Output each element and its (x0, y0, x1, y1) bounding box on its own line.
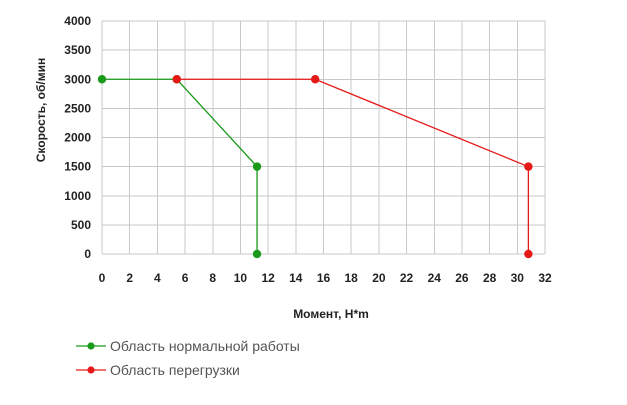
data-point (524, 162, 533, 171)
legend: Область нормальной работы Область перегру… (76, 338, 300, 378)
x-tick-label: 26 (455, 271, 469, 285)
y-tick-label: 0 (84, 247, 91, 261)
y-tick-label: 1500 (64, 160, 91, 174)
y-tick-label: 3500 (64, 43, 91, 57)
data-point (310, 75, 320, 84)
x-tick-label: 28 (483, 271, 497, 285)
x-axis-ticks: 0 2 4 6 8 10 12 14 16 18 20 22 24 26 28 30 32 (99, 271, 552, 285)
x-tick-label: 12 (261, 271, 275, 285)
data-point (172, 75, 181, 84)
series-lines (97, 75, 533, 259)
x-tick-label: 16 (317, 271, 331, 285)
grid (101, 20, 546, 255)
legend-label: Область нормальной работы (110, 338, 300, 354)
y-tick-label: 500 (71, 218, 91, 232)
y-axis-ticks: 0 500 1000 1500 2000 2500 3000 3500 4000 (64, 14, 91, 261)
x-tick-label: 20 (372, 271, 386, 285)
x-tick-label: 32 (538, 271, 552, 285)
x-tick-label: 24 (428, 271, 442, 285)
series-line-1 (102, 78, 258, 254)
data-point (524, 249, 533, 259)
y-tick-label: 4000 (64, 14, 91, 28)
x-tick-label: 30 (511, 271, 525, 285)
legend-marker (87, 366, 95, 374)
y-tick-label: 3000 (64, 72, 91, 86)
x-tick-label: 14 (289, 271, 303, 285)
y-tick-label: 1000 (64, 189, 91, 203)
x-tick-label: 8 (209, 271, 216, 285)
x-tick-label: 10 (234, 271, 248, 285)
x-axis-title: Момент, Н*m (293, 307, 369, 321)
legend-item-1: Область нормальной работы (76, 338, 300, 354)
legend-marker (87, 342, 95, 350)
x-tick-label: 22 (400, 271, 414, 285)
data-point (252, 162, 262, 171)
y-tick-label: 2000 (64, 131, 91, 145)
x-tick-label: 6 (182, 271, 189, 285)
series-line-2 (176, 78, 530, 254)
legend-label: Область перегрузки (110, 362, 240, 378)
x-tick-label: 18 (345, 271, 359, 285)
x-tick-label: 2 (126, 271, 133, 285)
series-2 (172, 75, 533, 259)
y-axis-title: Скорость, об/мин (34, 58, 48, 163)
legend-item-2: Область перегрузки (76, 362, 240, 378)
y-tick-label: 2500 (64, 101, 91, 115)
data-point (97, 75, 107, 84)
data-point (252, 249, 262, 259)
x-tick-label: 0 (99, 271, 106, 285)
x-tick-label: 4 (154, 271, 161, 285)
